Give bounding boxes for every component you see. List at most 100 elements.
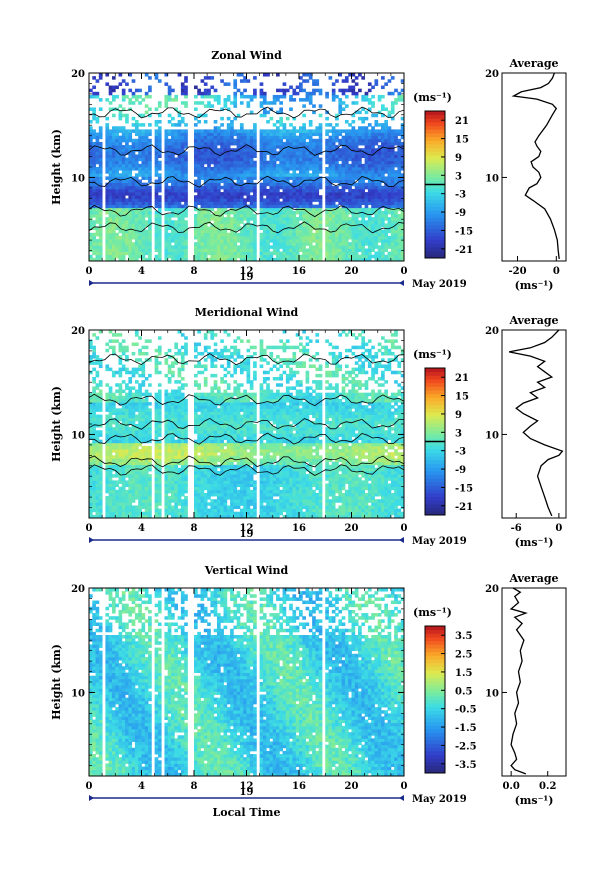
heatmap-cell — [174, 226, 178, 231]
heatmap-cell — [233, 254, 238, 259]
heatmap-cell — [118, 471, 123, 475]
heatmap-cell — [400, 148, 405, 152]
heatmap-cell — [315, 220, 320, 224]
heatmap-cell — [111, 248, 116, 252]
heatmap-cell — [299, 157, 303, 162]
heatmap-cell — [92, 492, 96, 497]
heatmap-cell — [239, 91, 244, 96]
heatmap-cell — [194, 160, 198, 165]
heatmap-cell — [134, 380, 139, 384]
heatmap-cell — [285, 214, 290, 218]
heatmap-cell — [157, 79, 162, 83]
heatmap-cell — [318, 126, 323, 130]
heatmap-cell — [351, 138, 356, 143]
heatmap-cell — [141, 176, 146, 180]
heatmap-cell — [354, 76, 359, 80]
heatmap-cell — [312, 160, 316, 165]
heatmap-cell — [233, 170, 238, 174]
heatmap-cell — [216, 248, 221, 252]
heatmap-cell — [98, 480, 103, 484]
heatmap-cell — [105, 398, 110, 403]
heatmap-cell — [203, 254, 208, 259]
heatmap-cell — [374, 141, 379, 146]
heatmap-cell — [134, 201, 139, 205]
heatmap-cell — [92, 486, 96, 491]
heatmap-cell — [134, 98, 139, 102]
heatmap-cell — [92, 242, 96, 246]
heatmap-cell — [295, 226, 300, 231]
heatmap-cell — [131, 436, 136, 441]
heatmap-cell — [358, 170, 362, 174]
heatmap-cell — [371, 151, 375, 155]
heatmap-cell — [125, 439, 129, 444]
heatmap-cell — [282, 123, 287, 127]
heatmap-cell — [115, 480, 119, 484]
heatmap-cell — [144, 239, 149, 243]
heatmap-cell — [381, 232, 385, 237]
heatmap-cell — [177, 151, 182, 155]
heatmap-cell — [131, 154, 136, 158]
heatmap-cell — [144, 198, 149, 202]
heatmap-cell — [387, 195, 392, 199]
heatmap-cell — [210, 217, 215, 221]
heatmap-cell — [134, 464, 139, 469]
heatmap-cell — [121, 201, 126, 205]
heatmap-cell — [279, 120, 283, 124]
heatmap-cell — [358, 192, 362, 196]
heatmap-cell — [351, 151, 356, 155]
heatmap-cell — [92, 154, 96, 158]
heatmap-cell — [148, 188, 152, 193]
heatmap-cell — [243, 76, 247, 80]
heatmap-cell — [118, 160, 123, 165]
heatmap-cell — [121, 257, 126, 262]
heatmap-cell — [335, 179, 339, 184]
heatmap-cell — [108, 154, 113, 158]
heatmap-cell — [259, 185, 264, 190]
heatmap-cell — [220, 160, 224, 165]
heatmap-cell — [331, 154, 336, 158]
heatmap-cell — [358, 73, 362, 77]
heatmap-cell — [266, 151, 270, 155]
heatmap-cell — [138, 414, 142, 419]
heatmap-cell — [269, 207, 274, 212]
heatmap-cell — [308, 73, 313, 77]
heatmap-cell — [312, 204, 316, 209]
heatmap-cell — [194, 94, 198, 99]
heatmap-cell — [348, 198, 352, 202]
heatmap-cell — [295, 157, 300, 162]
heatmap-cell — [131, 229, 136, 234]
heatmap-cell — [95, 135, 100, 140]
heatmap-cell — [128, 148, 133, 152]
heatmap-cell — [92, 408, 96, 412]
heatmap-cell — [318, 214, 323, 218]
heatmap-cell — [216, 188, 221, 193]
heatmap-cell — [157, 129, 162, 133]
heatmap-cell — [292, 242, 297, 246]
heatmap-cell — [308, 167, 313, 171]
heatmap-cell — [226, 235, 231, 240]
heatmap-cell — [141, 427, 146, 431]
heatmap-cell — [95, 383, 100, 387]
heatmap-cell — [154, 195, 159, 199]
heatmap-cell — [108, 91, 113, 96]
heatmap-cell — [115, 192, 119, 196]
heatmap-cell — [128, 420, 133, 425]
heatmap-cell — [246, 257, 251, 262]
heatmap-cell — [302, 167, 306, 171]
heatmap-cell — [381, 242, 385, 246]
heatmap-cell — [220, 245, 224, 249]
heatmap-cell — [259, 167, 264, 171]
y-tick-label: 20 — [71, 69, 85, 80]
heatmap-cell — [358, 204, 362, 209]
heatmap-cell — [397, 232, 402, 237]
heatmap-cell — [207, 145, 211, 149]
heatmap-cell — [279, 123, 283, 127]
heatmap-cell — [144, 188, 149, 193]
heatmap-cell — [105, 163, 110, 168]
heatmap-cell — [305, 185, 310, 190]
heatmap-cell — [89, 210, 93, 215]
heatmap-cell — [358, 201, 362, 205]
heatmap-cell — [282, 145, 287, 149]
heatmap-cell — [141, 195, 146, 199]
heatmap-cell — [174, 192, 178, 196]
